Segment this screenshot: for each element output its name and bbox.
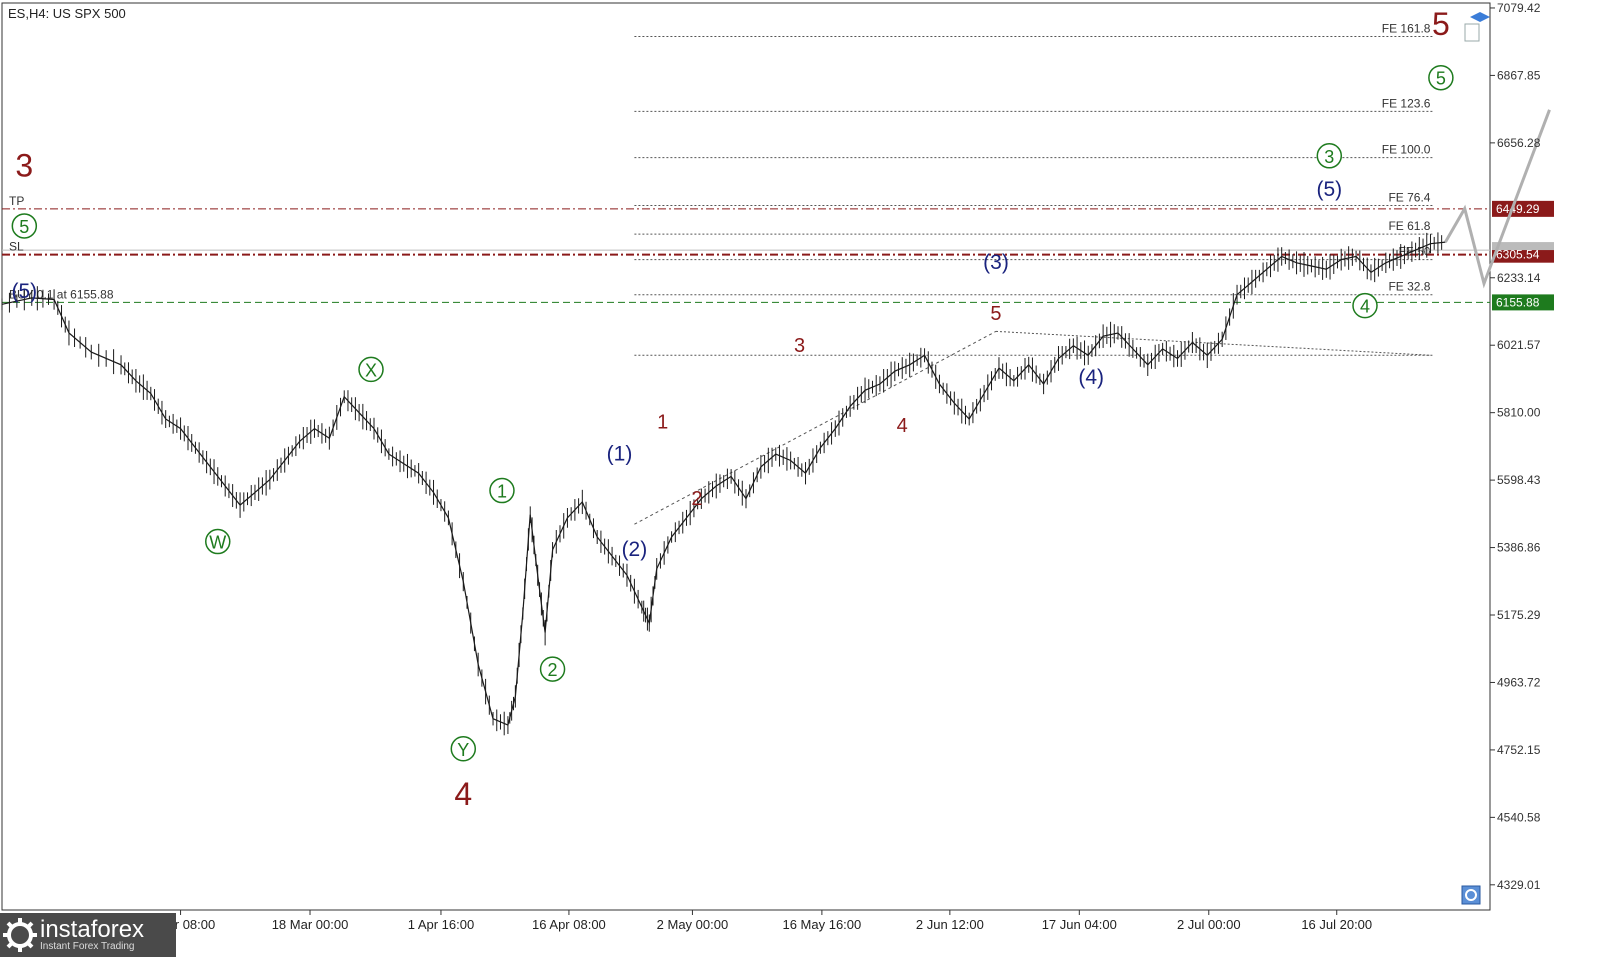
fe-level-label: FE 61.8 (1388, 219, 1430, 233)
wave-label-blue: (1) (607, 442, 633, 465)
graduation-cap-icon[interactable] (1470, 12, 1490, 22)
x-tick-label: 16 Apr 08:00 (532, 917, 606, 932)
wave-label-green: 5 (1436, 69, 1446, 89)
wave-label-big: 4 (454, 776, 472, 812)
instaforex-logo: instaforex Instant Forex Trading (0, 913, 176, 957)
y-tick-label: 4963.72 (1497, 675, 1541, 689)
y-tick-label: 4752.15 (1497, 743, 1541, 757)
tp-price-badge-text: 6449.29 (1496, 202, 1540, 216)
wave-label-blue: (5) (11, 280, 37, 303)
y-tick-label: 6233.14 (1497, 271, 1541, 285)
wave-circle (11, 213, 38, 239)
projection-path (1444, 109, 1551, 289)
tp-price-badge (1492, 200, 1554, 217)
wave-label-green: Y (457, 740, 469, 760)
y-tick-label: 6867.85 (1497, 68, 1541, 82)
fe-level-label: FE 50 (1398, 245, 1430, 259)
y-tick-label: 6021.57 (1497, 338, 1541, 352)
wave-circle (205, 528, 231, 555)
y-tick-label: 7079.42 (1497, 1, 1541, 15)
wave-label-red: 3 (794, 335, 805, 357)
wave-label-blue: (2) (622, 538, 648, 561)
tp-label: TP (9, 194, 24, 208)
y-tick-label: 5810.00 (1497, 406, 1541, 420)
x-tick-label: 17 Jun 04:00 (1042, 917, 1117, 932)
y-tick-label: 5386.86 (1497, 541, 1541, 555)
wave-label-red: 1 (657, 412, 668, 434)
corner-icon[interactable] (1461, 885, 1481, 905)
wave-label-big: 5 (1432, 6, 1450, 42)
plot-frame (1, 2, 1491, 911)
wave-label-red: 2 (691, 488, 702, 510)
fe-level-label: FE 123.6 (1382, 96, 1431, 110)
current-price-badge (1492, 242, 1554, 251)
y-tick-label: 4540.58 (1497, 810, 1541, 824)
wave-circle (1352, 292, 1378, 319)
y-tick-label: 5598.43 (1497, 473, 1541, 487)
wave-label-blue: (3) (983, 251, 1009, 274)
wave-circle (450, 736, 477, 762)
wave-circle (539, 656, 566, 682)
trendline-lower (634, 330, 997, 525)
wave-label-green: W (209, 533, 226, 553)
trendline-upper (995, 330, 1431, 356)
wave-label-green: 4 (1360, 297, 1370, 317)
wave-circle (1428, 64, 1454, 91)
wave-label-red: 5 (990, 303, 1001, 325)
wave-label-blue: (5) (1316, 178, 1342, 201)
fe-level-label: FE 161.8 (1382, 21, 1431, 35)
wave-circle (358, 356, 384, 383)
wave-label-blue: (4) (1078, 366, 1104, 389)
buy-price-badge-text: 6155.88 (1496, 295, 1540, 309)
sl-price-badge-text: 6305.54 (1496, 248, 1540, 262)
wave-label-green: 5 (19, 217, 29, 237)
x-tick-label: 16 Jul 20:00 (1301, 917, 1372, 932)
wave-label-green: 3 (1324, 147, 1334, 167)
x-tick-label: 2 Jun 12:00 (916, 917, 984, 932)
logo-name: instaforex (40, 915, 145, 943)
wave-label-green: 2 (548, 660, 558, 680)
y-tick-label: 4329.01 (1497, 878, 1541, 892)
wave-label-green: 1 (497, 482, 507, 502)
wave-circle (1316, 143, 1343, 169)
x-tick-label: 18 Mar 00:00 (272, 917, 349, 932)
wave-label-red: 4 (897, 415, 908, 437)
x-tick-label: 2 May 00:00 (657, 917, 729, 932)
buy-price-badge (1492, 294, 1554, 311)
x-tick-label: 2 Jul 00:00 (1177, 917, 1241, 932)
symbol-label: ES,H4: US SPX 500 (8, 6, 126, 21)
wave-label-big: 3 (15, 148, 33, 184)
x-tick-label: 16 May 16:00 (782, 917, 861, 932)
fe-level-label: FE 100.0 (1382, 143, 1431, 157)
sl-label: SL (9, 240, 24, 254)
fe-level-label: FE 32.8 (1388, 280, 1430, 294)
book-icon[interactable] (1464, 23, 1480, 42)
logo-tagline: Instant Forex Trading (40, 940, 135, 952)
y-tick-label: 6656.28 (1497, 136, 1541, 150)
y-tick-label: 5175.29 (1497, 608, 1541, 622)
corner-icon-glyph (1465, 889, 1477, 901)
sl-price-badge (1492, 246, 1554, 263)
gear-logo-icon (3, 918, 37, 952)
fe-level-label: FE 76.4 (1388, 190, 1430, 204)
x-tick-label: 1 Apr 16:00 (408, 917, 475, 932)
wave-label-green: X (365, 360, 377, 380)
wave-circle (489, 477, 515, 504)
